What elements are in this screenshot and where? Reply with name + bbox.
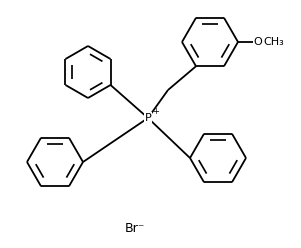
Text: O: O xyxy=(254,37,262,47)
Text: CH₃: CH₃ xyxy=(264,37,284,47)
Text: P: P xyxy=(144,113,151,123)
Text: Br⁻: Br⁻ xyxy=(125,221,145,235)
Text: +: + xyxy=(153,106,160,116)
